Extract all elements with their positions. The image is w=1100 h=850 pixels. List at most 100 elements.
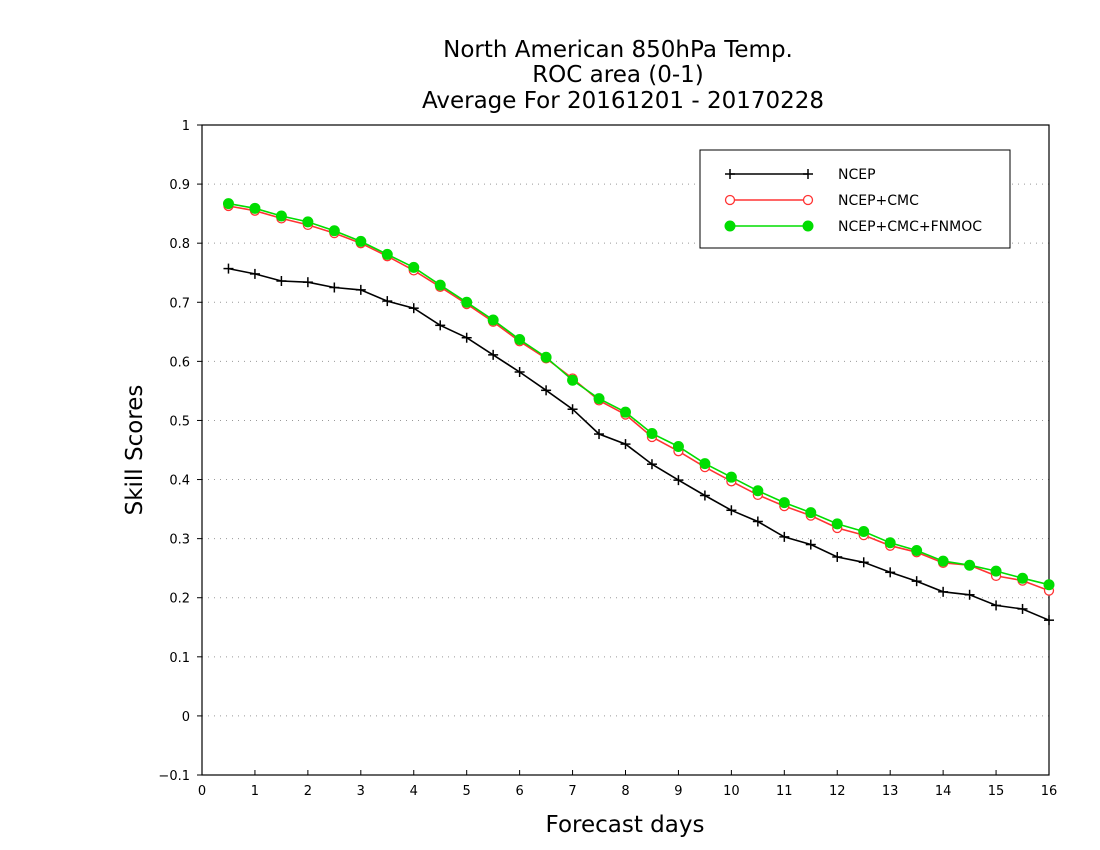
data-point-filled-circle xyxy=(381,248,393,260)
x-tick-label: 0 xyxy=(198,784,206,799)
data-point-filled-circle xyxy=(672,440,684,452)
data-point-filled-circle xyxy=(567,374,579,386)
legend-entry: NCEP xyxy=(725,167,876,183)
series-ncep xyxy=(223,263,1054,626)
data-point-plus xyxy=(382,296,393,307)
x-tick-label: 9 xyxy=(674,784,682,799)
series-line xyxy=(228,202,1050,586)
data-point-plus xyxy=(673,475,684,486)
axis-ticks: −0.100.10.20.30.40.50.60.70.80.910 1 2 3 4 5 6… xyxy=(158,119,1057,799)
y-tick-label: 0.3 xyxy=(169,533,190,548)
x-tick-label: 10 xyxy=(723,784,740,799)
data-point-plus xyxy=(355,284,366,295)
data-point-plus xyxy=(964,589,975,600)
y-tick-label: 0.5 xyxy=(169,414,190,429)
y-tick-label: 1 xyxy=(182,119,190,134)
legend-items: NCEP NCEP+CMC NCEP+CMC+FNMOC xyxy=(724,167,982,235)
data-point-plus xyxy=(805,539,816,550)
data-point-filled-circle xyxy=(275,210,287,222)
data-point-plus xyxy=(276,276,287,286)
data-point-filled-circle xyxy=(752,485,764,497)
x-tick-label: 4 xyxy=(410,784,418,799)
data-point-filled-circle xyxy=(699,458,711,470)
legend-entry: NCEP+CMC+FNMOC xyxy=(724,219,982,235)
x-tick-label: 3 xyxy=(357,784,365,799)
data-point-plus xyxy=(567,404,578,415)
data-point-filled-circle xyxy=(646,427,658,439)
data-point-filled-circle xyxy=(725,471,737,483)
data-point-filled-circle xyxy=(805,507,817,519)
data-point-filled-circle xyxy=(328,225,340,237)
data-point-open-circle xyxy=(724,194,736,206)
y-tick-label: 0.2 xyxy=(169,592,190,607)
legend-box xyxy=(699,149,1011,249)
x-tick-label: 1 xyxy=(251,784,259,799)
data-point-plus xyxy=(725,169,735,179)
y-tick-label: 0.4 xyxy=(169,474,190,489)
legend-label: NCEP+CMC xyxy=(838,193,919,209)
y-tick-label: 0.1 xyxy=(169,651,190,666)
data-point-filled-circle xyxy=(540,351,552,363)
series-group xyxy=(222,198,1055,626)
data-point-filled-circle xyxy=(222,198,234,210)
x-tick-label: 11 xyxy=(776,784,793,799)
data-point-filled-circle xyxy=(778,497,790,509)
y-tick-label: 0.9 xyxy=(169,178,190,193)
data-point-plus xyxy=(408,303,419,314)
data-point-filled-circle xyxy=(514,334,526,345)
grid-lines xyxy=(202,183,1049,717)
data-point-plus xyxy=(938,586,949,597)
data-point-filled-circle xyxy=(302,216,314,228)
data-point-plus xyxy=(435,320,446,331)
x-tick-label: 12 xyxy=(829,784,846,799)
data-point-filled-circle xyxy=(911,544,923,556)
y-tick-label: 0 xyxy=(182,710,190,725)
data-point-plus xyxy=(726,505,737,516)
x-tick-label: 15 xyxy=(988,784,1005,799)
x-tick-label: 2 xyxy=(304,784,312,799)
data-point-plus xyxy=(832,551,843,562)
data-point-plus xyxy=(646,459,657,470)
y-tick-label: 0.8 xyxy=(169,237,190,252)
data-point-plus xyxy=(885,567,896,578)
data-point-filled-circle xyxy=(593,393,605,405)
data-point-filled-circle xyxy=(858,526,870,538)
legend-label: NCEP xyxy=(838,167,876,183)
x-tick-label: 13 xyxy=(882,784,899,799)
data-point-plus xyxy=(752,516,763,527)
data-point-filled-circle xyxy=(802,220,814,232)
series-ncep-cmc xyxy=(223,200,1055,596)
y-axis-title: Skill Scores xyxy=(122,385,148,516)
data-point-filled-circle xyxy=(964,559,976,571)
x-tick-label: 5 xyxy=(463,784,471,799)
data-point-filled-circle xyxy=(1017,572,1029,584)
data-point-filled-circle xyxy=(620,406,631,418)
series-line xyxy=(228,205,1050,592)
data-point-plus xyxy=(223,263,234,274)
data-point-plus xyxy=(249,268,260,279)
legend-label: NCEP+CMC+FNMOC xyxy=(838,219,982,235)
legend-entry: NCEP+CMC xyxy=(724,193,919,209)
data-point-plus xyxy=(911,576,922,587)
data-point-plus xyxy=(1017,603,1028,614)
data-point-plus xyxy=(302,277,313,288)
series-ncep-cmc-fnmoc xyxy=(222,198,1055,591)
data-point-filled-circle xyxy=(990,565,1002,577)
data-point-filled-circle xyxy=(937,555,949,567)
data-point-filled-circle xyxy=(831,518,843,530)
data-point-plus xyxy=(541,385,552,396)
data-point-filled-circle xyxy=(1043,579,1055,591)
y-tick-label: 0.7 xyxy=(169,296,190,311)
data-point-filled-circle xyxy=(487,314,499,326)
x-axis-title: Forecast days xyxy=(546,812,705,838)
legend: NCEP NCEP+CMC NCEP+CMC+FNMOC xyxy=(699,149,1011,249)
y-tick-label: −0.1 xyxy=(158,769,190,784)
x-tick-label: 8 xyxy=(621,784,629,799)
x-tick-label: 16 xyxy=(1041,784,1058,799)
data-point-plus xyxy=(779,531,790,542)
data-point-plus xyxy=(329,282,340,293)
data-point-plus xyxy=(594,429,605,440)
data-point-filled-circle xyxy=(434,279,446,291)
data-point-filled-circle xyxy=(884,537,896,549)
